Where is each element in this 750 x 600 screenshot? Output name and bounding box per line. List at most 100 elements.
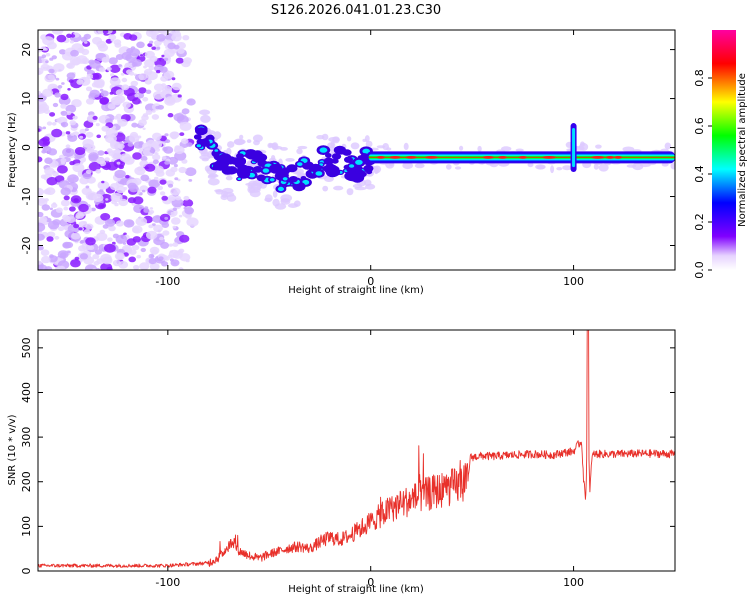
noise-speckle [128,256,136,263]
noise-speckle [179,121,192,131]
ridge-blob [199,138,210,147]
noise-speckle [152,159,159,165]
spec-ytick-label: 0 [20,144,33,151]
noise-speckle [68,79,74,83]
noise-speckle [173,145,185,155]
noise-speckle [104,243,116,253]
noise-speckle [79,128,87,135]
noise-speckle [38,211,44,218]
noise-speckle [158,256,164,261]
ridge-blob-core [355,159,363,165]
noise-speckle [140,247,146,253]
noise-speckle [149,262,160,270]
noise-speckle [144,50,155,59]
ridge-halo [330,141,335,147]
ridge-hotspot [591,155,605,159]
noise-speckle [76,79,84,85]
noise-speckle [173,164,178,168]
colorbar-gradient [712,30,736,270]
noise-speckle [46,236,54,242]
ridge-halo [239,134,244,140]
noise-speckle [69,206,76,212]
ridge-blob-core [214,149,219,152]
noise-speckle [66,33,72,38]
noise-speckle [138,87,147,94]
noise-speckle [108,57,118,65]
ridge-halo [595,144,602,149]
noise-speckle [49,254,54,259]
noise-speckle [96,232,108,241]
ridge-halo [329,145,335,153]
ridge-halo [639,163,651,168]
noise-speckle [120,72,125,76]
snr-xtick-label: 0 [367,576,374,589]
snr-series-line [38,330,675,568]
noise-speckle [182,199,194,208]
noise-speckle [94,80,105,89]
noise-speckle [149,210,155,214]
noise-speckle [51,55,57,60]
noise-speckle [161,222,170,228]
ridge-halo [247,184,254,189]
noise-speckle [161,195,168,201]
noise-speckle [115,234,128,244]
colorbar-tick-label: 0.6 [693,117,706,135]
ridge-blob [218,153,230,162]
noise-speckle [181,138,189,145]
ridge-halo [346,188,354,196]
ridge-halo [225,175,233,181]
noise-speckle [133,265,140,270]
ridge-blob [236,153,244,159]
noise-speckle [112,100,118,105]
ridge-blob-core [237,177,241,181]
noise-speckle [115,220,124,227]
noise-speckle [81,48,90,56]
noise-speckle [46,231,56,238]
noise-speckle [171,82,182,91]
noise-speckle [162,230,170,236]
noise-speckle [151,114,160,120]
noise-speckle [177,48,185,54]
noise-speckle [121,77,128,83]
noise-speckle [38,128,41,132]
noise-speckle [109,64,121,74]
ridge-hotspot [389,155,401,159]
ridge-blob [236,167,248,176]
ridge-blob [300,176,307,181]
noise-speckle [82,172,92,180]
noise-speckle [144,59,155,68]
noise-speckle [92,253,100,260]
noise-speckle [96,157,106,165]
noise-speckle [131,62,138,67]
noise-speckle [168,243,173,247]
noise-speckle [153,224,163,233]
noise-speckle [109,77,121,86]
ridge-halo [250,183,263,191]
noise-speckle [101,56,110,63]
noise-speckle [40,249,50,256]
noise-speckle [149,207,154,210]
noise-speckle [102,30,109,34]
noise-speckle [89,89,100,98]
noise-speckle [143,208,150,213]
spec-xtick-label: 0 [367,275,374,288]
ridge-halo [403,142,409,150]
colorbar-tick-label: 0.8 [693,69,706,87]
noise-speckle [156,69,161,74]
spec-ytick-label: 10 [20,92,33,106]
noise-speckle [95,123,100,127]
ridge-halo [459,145,464,151]
noise-speckle [159,236,164,241]
noise-speckle [169,131,179,139]
ridge-halo [295,171,302,175]
noise-speckle [172,225,177,229]
noise-speckle [106,66,112,71]
ridge-halo [362,138,367,142]
ridge-blob-core [196,144,201,148]
ridge-halo [414,163,425,169]
ridge-halo [267,142,274,149]
noise-speckle [151,46,156,50]
noise-speckle [114,252,125,261]
noise-speckle [84,128,89,132]
noise-speckle [38,187,44,197]
